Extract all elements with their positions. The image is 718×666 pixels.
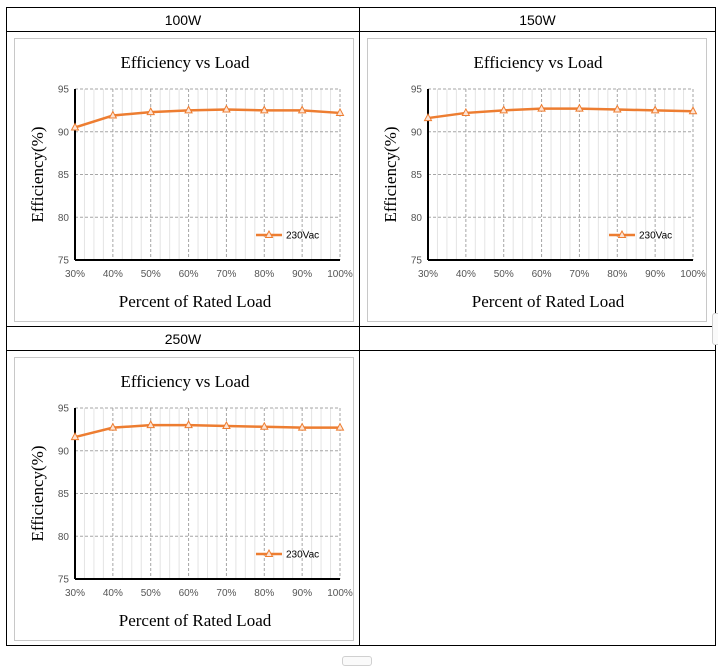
y-tick-label: 95: [58, 85, 70, 96]
data-point: [461, 107, 471, 116]
x-tick-label: 70%: [216, 588, 236, 599]
data-point: [108, 110, 118, 119]
data-point: [108, 422, 118, 431]
y-tick-label: 85: [58, 489, 70, 500]
data-point: [70, 432, 80, 441]
data-point: [650, 105, 660, 114]
x-tick-label: 70%: [569, 269, 589, 280]
panel-cell-250w: Efficiency vs Load 75 80 85 90 95 30% 40% 50% 60%…: [6, 350, 360, 646]
x-tick-label: 30%: [418, 269, 438, 280]
x-tick-label: 60%: [179, 269, 199, 280]
panel-cell-empty: [359, 350, 716, 646]
x-tick-label: 90%: [292, 588, 312, 599]
legend-label: 230Vac: [639, 231, 672, 242]
x-tick-label: 40%: [456, 269, 476, 280]
y-tick-label: 90: [58, 446, 70, 457]
x-axis-label: Percent of Rated Load: [119, 611, 272, 630]
y-tick-label: 90: [58, 127, 70, 138]
legend-marker: [617, 229, 627, 238]
x-tick-label: 80%: [607, 269, 627, 280]
data-point: [184, 105, 193, 114]
efficiency-chart-250w: Efficiency vs Load 75 80 85 90 95 30% 40% 50% 60%…: [28, 372, 353, 630]
chart-panel-100w: Efficiency vs Load 75 80 85 90 95 30% 40% 50% 60%…: [14, 38, 354, 322]
y-tick-label: 75: [58, 575, 70, 586]
x-tick-label: 90%: [645, 269, 665, 280]
y-tick-label: 95: [58, 404, 70, 415]
y-tick-label: 80: [411, 213, 423, 224]
x-tick-label: 80%: [254, 269, 274, 280]
series-line: [74, 423, 340, 439]
y-tick-label: 85: [58, 170, 70, 181]
x-tick-label: 80%: [254, 588, 274, 599]
x-tick-label: 60%: [179, 588, 199, 599]
data-point: [222, 104, 231, 113]
legend-label: 230Vac: [286, 231, 319, 242]
efficiency-chart-100w: Efficiency vs Load 75 80 85 90 95 30% 40% 50% 60%…: [28, 53, 353, 311]
data-point: [222, 420, 231, 429]
data-point: [184, 420, 193, 429]
data-point: [575, 103, 584, 112]
panel-cell-100w: Efficiency vs Load 75 80 85 90 95 30% 40% 50% 60%…: [6, 31, 360, 327]
x-tick-label: 100%: [680, 269, 706, 280]
x-tick-label: 30%: [65, 269, 85, 280]
x-tick-label: 100%: [327, 269, 353, 280]
y-tick-label: 80: [58, 532, 70, 543]
legend-marker: [264, 229, 274, 238]
data-point: [499, 105, 509, 114]
side-scroll-handle[interactable]: [712, 313, 718, 345]
series-line: [74, 108, 341, 129]
panel-header-150w: 150W: [359, 7, 716, 32]
data-point: [335, 422, 345, 431]
chart-grid-table: 100W 150W Efficiency vs Load 75 80 85 90 95 30…: [6, 7, 716, 646]
x-tick-label: 40%: [103, 588, 123, 599]
data-point: [259, 105, 269, 114]
x-tick-label: 90%: [292, 269, 312, 280]
data-point: [259, 421, 269, 430]
bottom-resize-handle[interactable]: [342, 656, 372, 666]
data-point: [297, 105, 307, 114]
chart-panel-250w: Efficiency vs Load 75 80 85 90 95 30% 40% 50% 60%…: [14, 357, 354, 641]
data-point: [70, 122, 80, 131]
x-tick-label: 70%: [216, 269, 236, 280]
legend-marker: [264, 548, 274, 557]
chart-panel-150w: Efficiency vs Load 75 80 85 90 95 30% 40% 50% 60%…: [367, 38, 707, 322]
data-point: [146, 107, 156, 116]
x-tick-label: 50%: [494, 269, 514, 280]
x-tick-label: 60%: [532, 269, 552, 280]
data-point: [335, 107, 345, 116]
panel-cell-150w: Efficiency vs Load 75 80 85 90 95 30% 40% 50% 60%…: [359, 31, 716, 327]
series-line: [427, 107, 694, 120]
x-axis-label: Percent of Rated Load: [472, 292, 625, 311]
x-tick-label: 50%: [141, 269, 161, 280]
y-tick-label: 75: [58, 256, 70, 267]
data-point: [423, 113, 433, 122]
data-point: [537, 103, 546, 112]
panel-header-250w: 250W: [6, 326, 360, 351]
x-tick-label: 50%: [141, 588, 161, 599]
data-point: [146, 420, 156, 429]
y-tick-label: 95: [411, 85, 423, 96]
x-tick-label: 40%: [103, 269, 123, 280]
panel-header-100w: 100W: [6, 7, 360, 32]
chart-title: Efficiency vs Load: [473, 53, 603, 72]
panel-header-empty: [359, 326, 716, 351]
y-tick-label: 90: [411, 127, 423, 138]
y-tick-label: 75: [411, 256, 423, 267]
chart-title: Efficiency vs Load: [120, 372, 250, 391]
data-point: [688, 106, 698, 115]
y-tick-label: 80: [58, 213, 70, 224]
y-axis-label: Efficiency(%): [381, 127, 400, 223]
y-tick-label: 85: [411, 170, 423, 181]
efficiency-chart-150w: Efficiency vs Load 75 80 85 90 95 30% 40% 50% 60%…: [381, 53, 706, 311]
x-tick-label: 100%: [327, 588, 353, 599]
x-axis-label: Percent of Rated Load: [119, 292, 272, 311]
chart-title: Efficiency vs Load: [120, 53, 250, 72]
legend-label: 230Vac: [286, 550, 319, 561]
y-axis-label: Efficiency(%): [28, 446, 47, 542]
data-point: [612, 104, 622, 113]
data-point: [297, 422, 307, 431]
y-axis-label: Efficiency(%): [28, 127, 47, 223]
x-tick-label: 30%: [65, 588, 85, 599]
